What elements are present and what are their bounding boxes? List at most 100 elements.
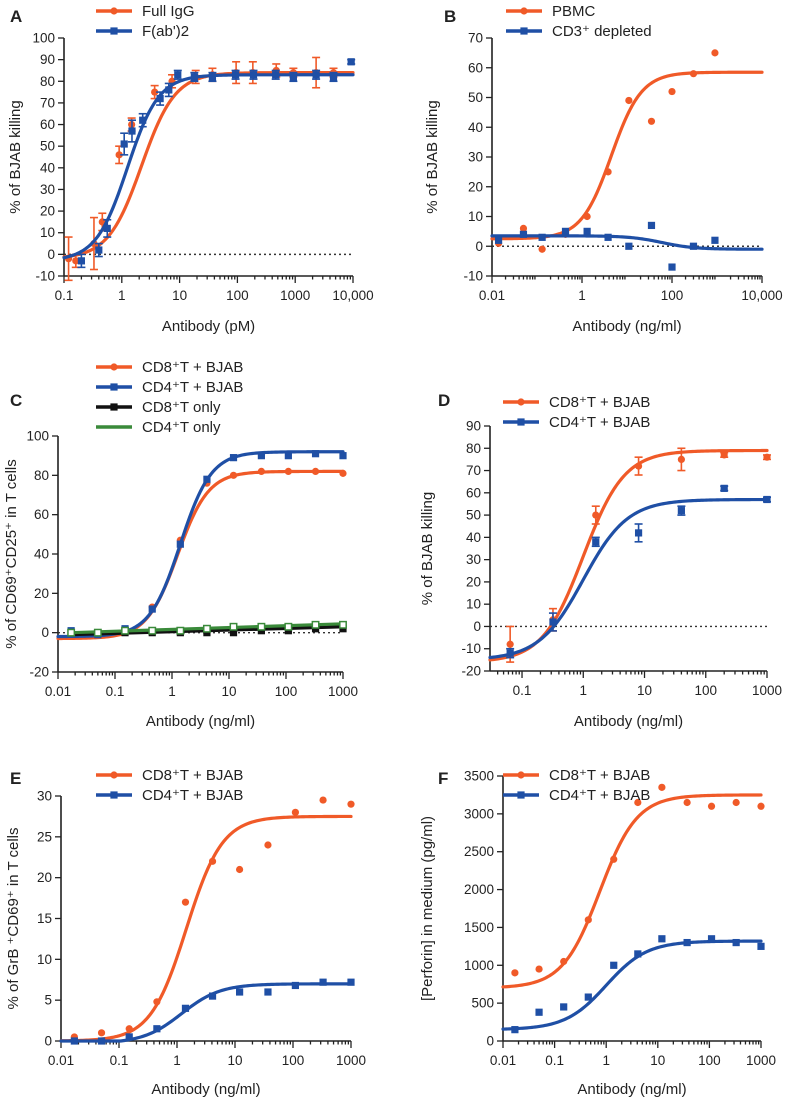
y-tick-label: 100 bbox=[26, 429, 49, 444]
series-cd4-t-bjab-legend-label: CD4⁺T + BJAB bbox=[549, 414, 650, 431]
x-tick-label: 0.01 bbox=[479, 288, 505, 303]
series-cd4-t-only-point bbox=[93, 628, 102, 637]
y-tick-label: 30 bbox=[468, 150, 483, 165]
y-tick-label: 500 bbox=[471, 996, 494, 1011]
series-cd4-t-bjab-point bbox=[584, 993, 592, 1001]
x-axis-label: Antibody (ng/ml) bbox=[577, 1081, 686, 1098]
series-cd4-t-only-legend-label: CD4⁺T only bbox=[142, 419, 221, 436]
series-cd8-t-bjab-point bbox=[208, 857, 217, 865]
series-f-ab-2-point bbox=[156, 94, 164, 103]
series-cd8-t-bjab-legend-marker bbox=[517, 771, 525, 779]
y-tick-label: -10 bbox=[35, 269, 55, 284]
y-tick-label: 20 bbox=[466, 574, 481, 589]
series-cd4-t-bjab-fit-curve bbox=[59, 982, 353, 1043]
series-cd3-depleted-point bbox=[519, 230, 528, 238]
y-tick-label: 80 bbox=[466, 441, 481, 456]
series-cd4-t-bjab-point bbox=[264, 988, 272, 996]
y-tick-label: -20 bbox=[461, 664, 481, 679]
series-f-ab-2-point bbox=[329, 73, 338, 81]
y-tick-label: -20 bbox=[29, 665, 49, 680]
panel-f: F 0 500 1000 1500 2000 2500 3000 3500 0.01 0.1 1 10 1… bbox=[419, 767, 776, 1098]
series-full-igg-point bbox=[115, 151, 123, 159]
y-tick-label: 20 bbox=[34, 586, 49, 601]
series-cd8-t-bjab-point bbox=[677, 455, 685, 464]
x-tick-label: 0.01 bbox=[45, 684, 71, 699]
series-pbmc-fit-curve bbox=[490, 70, 764, 241]
series-cd3-depleted-point bbox=[604, 233, 612, 241]
y-tick-label: 0 bbox=[475, 239, 483, 254]
series-cd3-depleted-point bbox=[689, 242, 698, 250]
x-tick-label: 0.01 bbox=[490, 1053, 516, 1068]
y-tick-label: 0 bbox=[47, 247, 55, 262]
y-tick-label: 40 bbox=[40, 160, 55, 175]
series-cd8-t-bjab-point bbox=[347, 800, 355, 808]
y-tick-label: 100 bbox=[32, 31, 55, 46]
series-cd8-t-bjab-fit-curve bbox=[488, 448, 769, 662]
series-cd8-t-bjab-point bbox=[339, 469, 347, 477]
y-tick-label: 0 bbox=[473, 619, 481, 634]
series-cd4-t-only-point bbox=[257, 622, 266, 631]
y-tick-label: 70 bbox=[466, 463, 481, 478]
y-tick-label: 90 bbox=[40, 52, 55, 67]
series-cd8-t-bjab-point bbox=[720, 451, 728, 459]
y-tick-label: 40 bbox=[34, 547, 49, 562]
panel-letter: A bbox=[10, 7, 22, 26]
series-pbmc-point bbox=[668, 87, 676, 96]
x-tick-label: 0.1 bbox=[513, 683, 532, 698]
x-tick-label: 0.1 bbox=[545, 1053, 564, 1068]
y-tick-label: 10 bbox=[37, 952, 52, 967]
x-tick-label: 1000 bbox=[752, 683, 782, 698]
series-cd4-t-bjab-point bbox=[757, 942, 765, 950]
series-cd8-t-bjab-point bbox=[757, 802, 765, 810]
x-tick-label: 1 bbox=[580, 683, 588, 698]
series-cd8-t-bjab-point bbox=[683, 798, 691, 807]
series-cd8-t-bjab-point bbox=[229, 471, 238, 479]
series-cd4-t-bjab-point bbox=[148, 605, 156, 613]
series-cd4-t-bjab-point bbox=[229, 454, 238, 462]
series-f-ab-2-point bbox=[128, 127, 136, 135]
series-cd4-t-bjab-point bbox=[347, 978, 355, 986]
y-tick-label: 0 bbox=[486, 1034, 494, 1049]
series-cd4-t-bjab-point bbox=[257, 452, 265, 460]
series-cd8-t-bjab-legend-marker bbox=[110, 771, 118, 779]
y-tick-label: 30 bbox=[37, 789, 52, 804]
series-cd4-t-bjab-point bbox=[291, 981, 300, 990]
x-tick-label: 100 bbox=[698, 1053, 721, 1068]
x-tick-label: 10 bbox=[221, 684, 236, 699]
x-tick-label: 0.1 bbox=[55, 288, 74, 303]
series-cd4-t-bjab-point bbox=[153, 1025, 161, 1033]
series-cd8-t-bjab-point bbox=[125, 1025, 133, 1033]
series-f-ab-2-point bbox=[231, 71, 240, 79]
series-cd4-t-only-point bbox=[176, 626, 185, 635]
x-tick-label: 1000 bbox=[746, 1053, 776, 1068]
y-tick-label: 3000 bbox=[464, 806, 494, 821]
series-pbmc-point bbox=[583, 212, 591, 221]
series-cd8-t-bjab-point bbox=[584, 916, 592, 924]
y-tick-label: 10 bbox=[468, 209, 483, 224]
panel-b: B -10 0 10 20 30 40 50 60 70 0.01 1 100 10,000 Antibod… bbox=[424, 3, 783, 335]
series-pbmc-legend-marker bbox=[520, 7, 528, 15]
y-tick-label: 5 bbox=[44, 993, 52, 1008]
panel-e: E 0 5 10 15 20 25 30 0.01 0.1 1 10 100 1000 Antibody (… bbox=[5, 767, 366, 1098]
y-tick-label: 0 bbox=[44, 1034, 52, 1049]
series-cd8-t-bjab-fit-curve bbox=[59, 814, 353, 1043]
series-cd4-t-bjab-point bbox=[97, 1037, 106, 1045]
x-tick-label: 1 bbox=[168, 684, 176, 699]
panel-c: C -20 0 20 40 60 80 100 0.01 0.1 1 10 100 1000 Antibod… bbox=[3, 359, 358, 730]
series-cd4-t-only-point bbox=[339, 620, 347, 629]
series-cd8-t-bjab-point bbox=[319, 796, 327, 804]
y-tick-label: 50 bbox=[466, 508, 481, 523]
y-tick-label: 40 bbox=[468, 120, 483, 135]
x-axis-label: Antibody (ng/ml) bbox=[146, 713, 255, 730]
series-pbmc-point bbox=[689, 70, 698, 78]
series-cd4-t-bjab-point bbox=[311, 450, 320, 458]
y-tick-label: -10 bbox=[461, 641, 481, 656]
series-cd3-depleted-point bbox=[625, 242, 633, 250]
series-cd8-t-bjab-point bbox=[506, 640, 514, 648]
series-cd3-depleted-point bbox=[668, 263, 676, 271]
y-tick-label: 10 bbox=[40, 225, 55, 240]
series-full-igg-point bbox=[151, 88, 159, 96]
x-tick-label: 0.01 bbox=[48, 1053, 74, 1068]
x-tick-label: 10,000 bbox=[332, 288, 373, 303]
panel-letter: B bbox=[444, 7, 456, 26]
